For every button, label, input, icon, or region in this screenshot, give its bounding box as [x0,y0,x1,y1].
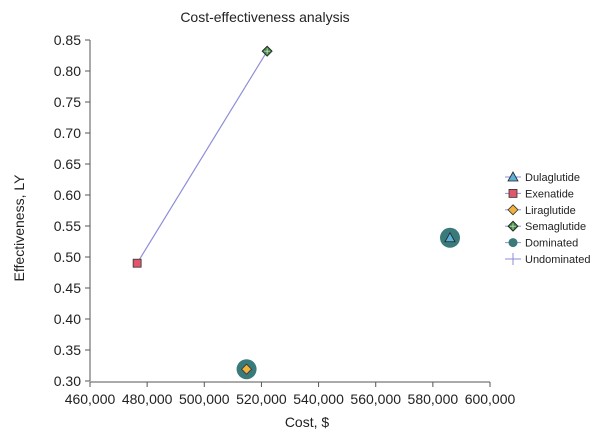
x-tick-label: 500,000 [179,391,230,407]
legend-label-undominated: Undominated [525,254,590,266]
y-tick-label: 0.80 [54,63,81,79]
legend-item-liraglutide: Liraglutide [505,204,576,217]
legend-label-dulaglutide: Dulaglutide [525,172,580,184]
point-exenatide [132,258,142,268]
y-tick-label: 0.60 [54,187,81,203]
x-tick-label: 540,000 [293,391,344,407]
x-tick-label: 600,000 [465,391,516,407]
legend-label-liraglutide: Liraglutide [525,205,576,217]
legend-item-dulaglutide: Dulaglutide [505,171,580,184]
x-axis-ticks: 460,000 480,000 500,000 520,000 540,000 560,0… [65,382,516,407]
y-tick-label: 0.65 [54,156,81,172]
legend-symbol-exenatide [508,188,518,198]
point-dulaglutide [444,231,456,243]
legend-item-exenatide: Exenatide [505,188,574,200]
legend-item-semaglutide: Semaglutide [505,220,586,233]
plot-area: 0.30 0.35 0.40 0.45 0.50 0.55 0.60 0.65 0.70 0.75… [54,32,516,407]
legend-label-dominated: Dominated [525,238,578,250]
y-tick-label: 0.85 [54,32,81,48]
legend-symbol-dominated [508,238,518,248]
frontier-line [136,50,268,264]
x-tick-label: 460,000 [65,391,116,407]
legend-label-exenatide: Exenatide [525,188,574,200]
y-tick-label: 0.50 [54,249,81,265]
efficiency-frontier [136,50,268,264]
legend-item-dominated: Dominated [505,238,578,250]
y-axis-ticks: 0.30 0.35 0.40 0.45 0.50 0.55 0.60 0.65 0.70 0.75… [54,32,90,389]
y-tick-label: 0.40 [54,311,81,327]
x-axis-label: Cost, $ [285,414,330,430]
legend-symbol-liraglutide [507,204,519,216]
chart-title: Cost-effectiveness analysis [180,9,349,25]
y-tick-label: 0.55 [54,218,81,234]
y-axis-label: Effectiveness, LY [11,174,27,282]
legend-symbol-dulaglutide [507,171,519,182]
data-points [132,45,460,380]
legend: Dulaglutide Exenatide Liraglutide Semagluti… [505,171,590,266]
point-semaglutide [261,45,273,57]
x-tick-label: 520,000 [236,391,287,407]
x-tick-label: 560,000 [350,391,401,407]
y-tick-label: 0.45 [54,280,81,296]
legend-symbol-semaglutide [507,220,519,232]
x-tick-label: 580,000 [408,391,459,407]
point-liraglutide [241,363,253,375]
legend-item-undominated: Undominated [505,253,590,266]
y-tick-label: 0.70 [54,125,81,141]
y-tick-label: 0.75 [54,94,81,110]
legend-label-semaglutide: Semaglutide [525,221,586,233]
x-tick-label: 480,000 [122,391,173,407]
y-tick-label: 0.35 [54,342,81,358]
y-tick-label: 0.30 [54,373,81,389]
